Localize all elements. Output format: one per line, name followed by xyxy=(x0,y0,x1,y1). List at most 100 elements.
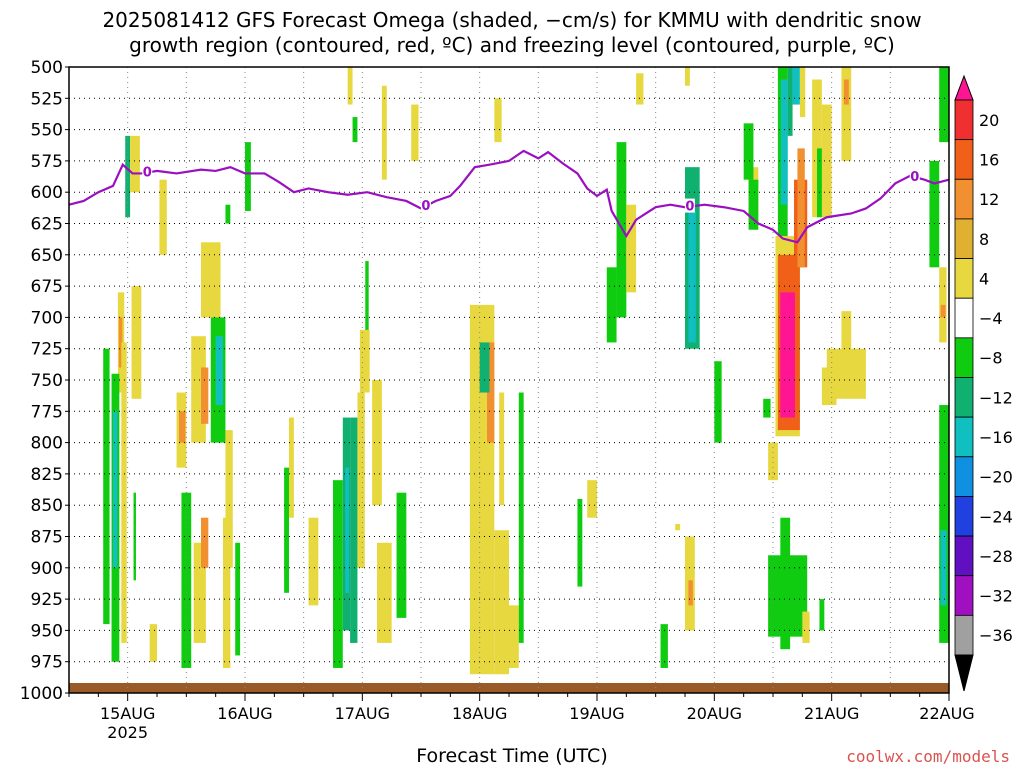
x-tick-label: 20AUG xyxy=(687,704,742,723)
omega-cell xyxy=(688,580,693,606)
omega-shading xyxy=(103,67,949,675)
omega-cell xyxy=(797,148,805,268)
omega-cell xyxy=(118,317,123,368)
omega-cell xyxy=(121,342,127,643)
omega-cell xyxy=(714,361,722,443)
omega-cell xyxy=(113,411,118,568)
omega-cell xyxy=(181,492,192,668)
omega-cell xyxy=(201,242,221,318)
credit-text: coolwx.com/models xyxy=(846,747,1010,766)
y-tick-label: 500 xyxy=(31,58,63,78)
omega-cell xyxy=(929,160,940,268)
omega-cell xyxy=(685,67,690,86)
x-tick-label: 17AUG xyxy=(335,704,390,723)
colorbar-label: −36 xyxy=(979,626,1013,645)
colorbar-swatch xyxy=(954,377,974,418)
colorbar-swatch xyxy=(954,178,974,220)
x-tick-label: 19AUG xyxy=(569,704,624,723)
y-tick-label: 650 xyxy=(31,246,63,266)
omega-cell xyxy=(193,542,206,643)
colorbar-label: 8 xyxy=(979,230,989,249)
colorbar-legend: 20 16 12 8 4 −4 −8 −12 −16 −20 −24 −28 −32 −36 xyxy=(954,74,1013,692)
x-tick-sublabel: 2025 xyxy=(107,723,148,742)
x-tick-label: 15AUG xyxy=(100,704,155,723)
colorbar-bottom-arrow xyxy=(954,654,974,692)
y-tick-label: 900 xyxy=(31,559,63,579)
omega-cell xyxy=(245,142,251,211)
colorbar-label: −16 xyxy=(979,428,1013,447)
omega-cell xyxy=(487,342,495,443)
omega-cell xyxy=(130,135,140,193)
omega-cell xyxy=(396,492,407,618)
omega-cell xyxy=(780,79,788,205)
omega-cell xyxy=(179,411,186,443)
y-tick-label: 925 xyxy=(31,590,63,610)
omega-cell xyxy=(940,530,947,606)
colorbar-swatch xyxy=(954,535,974,577)
omega-cell xyxy=(940,304,946,318)
colorbar-swatch xyxy=(954,258,974,299)
colorbar-label: 16 xyxy=(979,150,999,169)
colorbar-swatch xyxy=(954,297,974,339)
omega-cell xyxy=(518,392,524,643)
omega-cell xyxy=(372,380,382,506)
omega-cell xyxy=(235,542,241,656)
omega-cell xyxy=(411,104,419,161)
freezing-level-label-bg xyxy=(142,164,153,179)
freezing-level-label: 0 xyxy=(685,200,694,215)
omega-cell xyxy=(821,367,837,406)
colorbar-swatch xyxy=(954,99,974,141)
omega-cell xyxy=(636,73,644,105)
omega-cell xyxy=(365,261,369,355)
omega-cell xyxy=(289,417,294,518)
omega-cell xyxy=(103,348,110,625)
y-tick-label: 1000 xyxy=(20,684,63,704)
y-axis-pressure-labels: 500 525 550 575 600 625 650 675 700 725 750 775 800 8… xyxy=(20,58,69,704)
omega-cell xyxy=(494,98,502,143)
omega-cell xyxy=(626,204,637,293)
freezing-level-label-bg xyxy=(684,198,695,213)
y-tick-label: 825 xyxy=(31,465,63,485)
chart-title-line-1: 2025081412 GFS Forecast Omega (shaded, −… xyxy=(102,8,922,32)
freezing-level-label: 0 xyxy=(910,170,919,185)
chart-title-line-2: growth region (contoured, red, ºC) and f… xyxy=(129,33,895,57)
y-tick-label: 600 xyxy=(31,183,63,203)
y-tick-label: 850 xyxy=(31,496,63,516)
omega-cell xyxy=(125,135,131,218)
omega-cell xyxy=(345,467,350,593)
y-tick-label: 750 xyxy=(31,371,63,391)
colorbar-label: −4 xyxy=(979,309,1003,328)
omega-cell xyxy=(821,104,832,218)
x-tick-label: 18AUG xyxy=(452,704,507,723)
omega-cell xyxy=(499,392,505,506)
freezing-level-label-bg xyxy=(420,197,431,212)
omega-cell xyxy=(357,392,365,568)
omega-cell xyxy=(201,517,209,568)
omega-cell xyxy=(792,67,800,105)
colorbar-label: −12 xyxy=(979,388,1013,407)
ground-terrain xyxy=(69,683,949,693)
freezing-level-label: 0 xyxy=(143,166,152,181)
omega-cell xyxy=(284,467,289,593)
y-tick-label: 725 xyxy=(31,340,63,360)
omega-cell xyxy=(660,624,668,668)
omega-cell xyxy=(509,605,519,668)
y-tick-label: 550 xyxy=(31,121,63,141)
colorbar-swatch xyxy=(954,337,974,378)
omega-cell xyxy=(939,405,949,643)
omega-cell xyxy=(149,624,157,662)
omega-cell xyxy=(494,530,509,675)
omega-cell xyxy=(215,336,223,406)
colorbar-label: −8 xyxy=(979,349,1003,368)
omega-cell xyxy=(225,430,233,568)
omega-cell xyxy=(359,329,370,393)
colorbar-label: −28 xyxy=(979,547,1013,566)
colorbar-swatch xyxy=(954,496,974,537)
omega-cell xyxy=(843,79,849,105)
omega-cell xyxy=(381,85,387,180)
y-tick-label: 675 xyxy=(31,277,63,297)
freezing-level-label: 0 xyxy=(421,199,430,214)
omega-cell xyxy=(352,117,358,143)
colorbar-swatch xyxy=(954,218,974,259)
